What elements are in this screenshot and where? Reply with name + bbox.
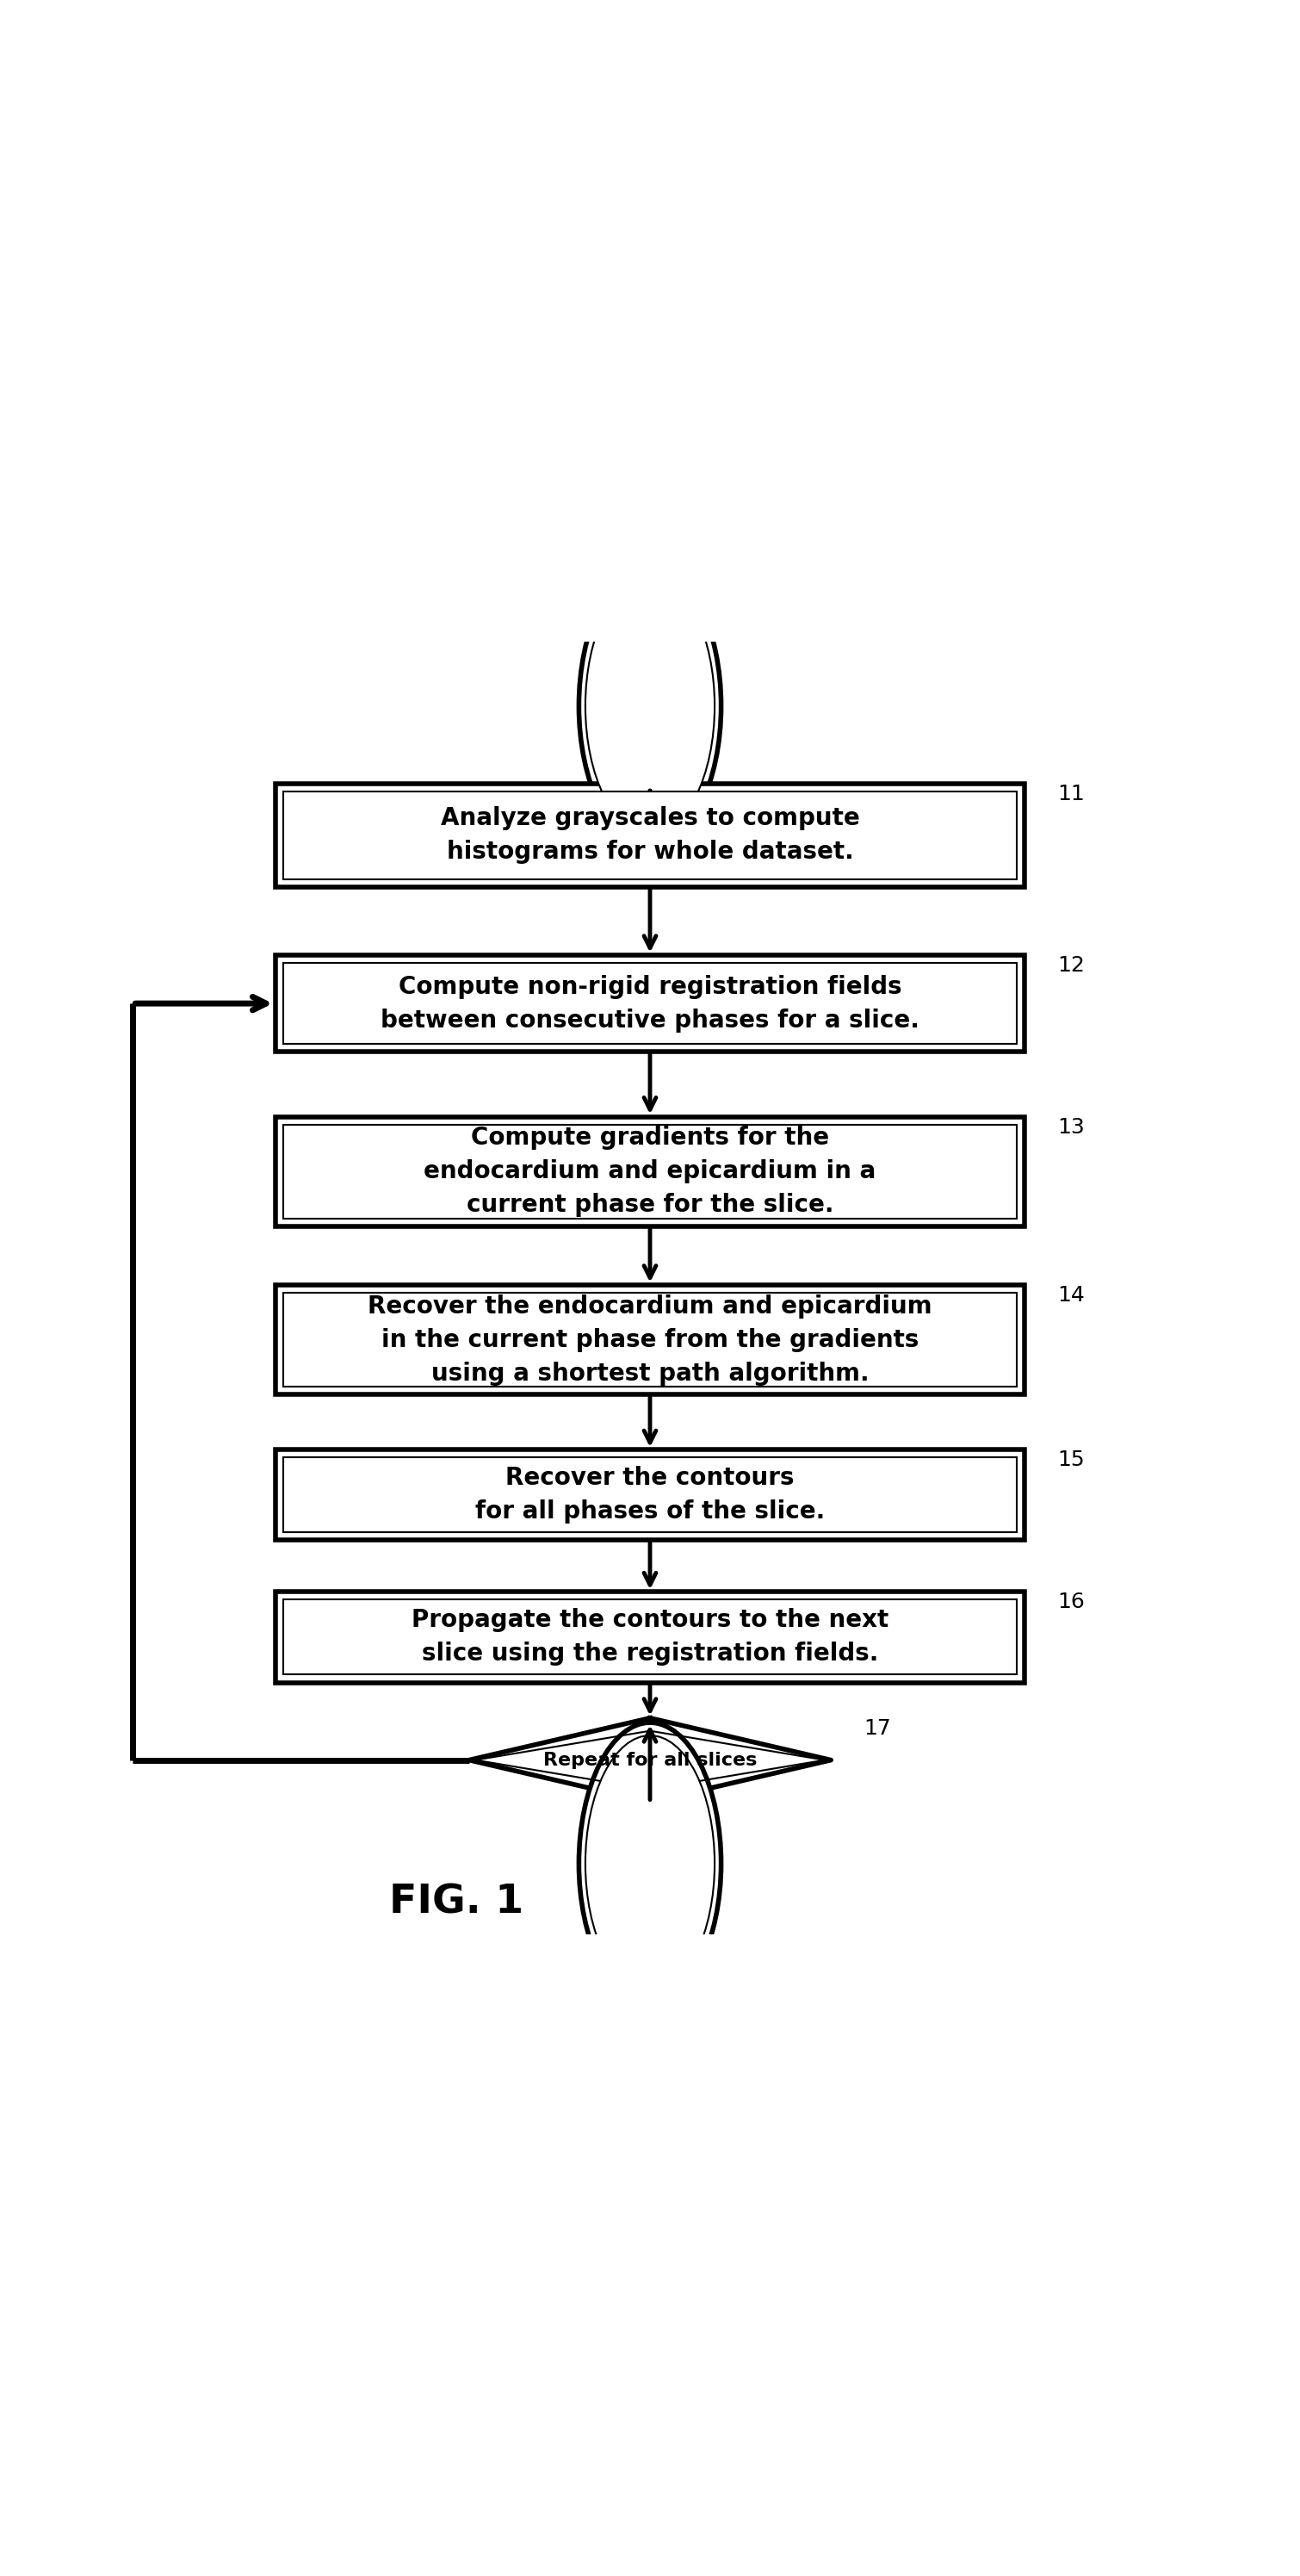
Bar <box>283 963 1017 1043</box>
Ellipse shape <box>585 577 715 835</box>
Bar <box>276 1450 1024 1540</box>
Text: 14: 14 <box>1057 1285 1084 1306</box>
Ellipse shape <box>585 1736 715 1991</box>
Text: 12: 12 <box>1057 956 1084 976</box>
Ellipse shape <box>578 1723 722 2004</box>
Text: 16: 16 <box>1057 1592 1084 1613</box>
Text: Analyze grayscales to compute
histograms for whole dataset.: Analyze grayscales to compute histograms… <box>441 806 859 863</box>
Bar <box>283 791 1017 878</box>
Bar <box>283 1458 1017 1533</box>
Text: 15: 15 <box>1057 1450 1084 1471</box>
Text: Compute gradients for the
endocardium and epicardium in a
current phase for the : Compute gradients for the endocardium an… <box>424 1126 876 1218</box>
Text: 11: 11 <box>1057 783 1084 804</box>
Bar <box>283 1293 1017 1386</box>
Bar <box>276 956 1024 1051</box>
Bar <box>276 1115 1024 1226</box>
Bar <box>276 1592 1024 1682</box>
Text: Propagate the contours to the next
slice using the registration fields.: Propagate the contours to the next slice… <box>411 1607 889 1667</box>
Bar <box>276 1285 1024 1394</box>
Text: Recover the endocardium and epicardium
in the current phase from the gradients
u: Recover the endocardium and epicardium i… <box>368 1293 932 1386</box>
Ellipse shape <box>578 564 722 848</box>
Bar <box>283 1123 1017 1218</box>
Bar <box>276 783 1024 886</box>
Text: 13: 13 <box>1057 1115 1084 1139</box>
Text: Repeat for all slices: Repeat for all slices <box>543 1752 757 1770</box>
Text: Recover the contours
for all phases of the slice.: Recover the contours for all phases of t… <box>474 1466 826 1525</box>
Text: Compute non-rigid registration fields
between consecutive phases for a slice.: Compute non-rigid registration fields be… <box>381 974 919 1033</box>
Bar <box>283 1600 1017 1674</box>
Text: FIG. 1: FIG. 1 <box>389 1883 524 1922</box>
Text: 17: 17 <box>863 1718 891 1739</box>
